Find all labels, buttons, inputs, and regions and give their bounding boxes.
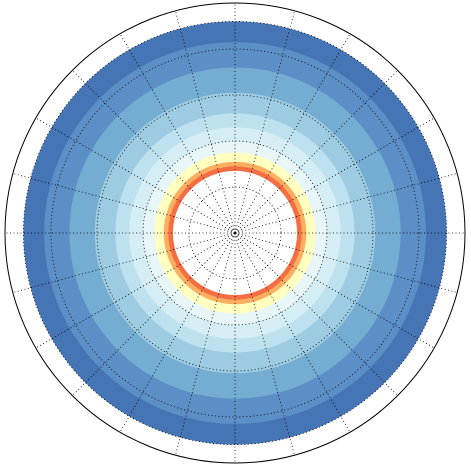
polar-frame bbox=[4, 2, 466, 464]
grid-circle bbox=[22, 20, 448, 446]
grid-circle bbox=[50, 48, 420, 418]
center-dot bbox=[233, 231, 237, 235]
grid-circle bbox=[96, 94, 374, 372]
